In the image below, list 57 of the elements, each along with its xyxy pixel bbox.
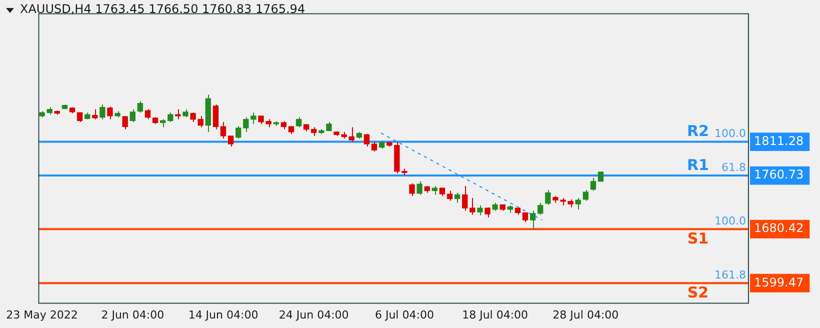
candlestick [446, 190, 453, 202]
x-tick-label: 23 May 2022 [6, 308, 78, 322]
candlestick [175, 108, 181, 120]
ref-line-label: S2 [687, 284, 709, 302]
candlestick [477, 204, 483, 216]
annotation: 100.0 [714, 214, 746, 228]
candlestick [538, 202, 544, 216]
candlestick [198, 115, 204, 128]
candlestick [168, 112, 174, 122]
candlestick [575, 198, 581, 210]
candlestick [371, 141, 378, 152]
ref-line-label: R2 [687, 122, 709, 140]
candlestick [364, 133, 370, 148]
annotation: 61.8 [722, 160, 746, 174]
candlestick [243, 116, 249, 132]
candlestick [220, 121, 226, 140]
x-tick-label: 18 Jul 04:00 [462, 308, 528, 322]
candlestick [348, 126, 354, 142]
candlestick [590, 178, 596, 192]
candlestick [107, 106, 113, 120]
candlestick [462, 186, 468, 212]
candlestick [296, 116, 302, 128]
candlestick [228, 135, 234, 148]
candlestick [190, 112, 196, 122]
candlestick [76, 112, 83, 122]
candlestick [130, 108, 136, 122]
candlestick [92, 108, 98, 120]
x-tick-label: 14 Jun 04:00 [188, 308, 258, 322]
ref-line-label: S1 [687, 230, 709, 248]
x-tick-label: 2 Jun 04:00 [101, 308, 164, 322]
candlestick [100, 104, 106, 120]
y-tick-label: 1680.42 [754, 221, 804, 236]
candlestick [250, 112, 256, 124]
x-tick-label: 6 Jul 04:00 [374, 308, 434, 322]
candlestick [454, 192, 460, 204]
y-tick-label: 1599.47 [754, 275, 804, 290]
candlestick [144, 108, 151, 120]
candlestick [236, 125, 242, 140]
ref-line-label: R1 [687, 156, 709, 174]
annotation: 161.8 [714, 268, 746, 282]
y-tick-label: 1760.73 [754, 168, 804, 182]
candlestick [137, 100, 144, 114]
y-tick-label: 1811.28 [754, 134, 804, 148]
annotation: 100.0 [714, 127, 746, 140]
candlestick [122, 115, 128, 130]
candlestick [409, 182, 415, 197]
candlestick [416, 180, 422, 196]
candlestick [212, 104, 219, 130]
candlestick [545, 190, 551, 206]
candlestick [326, 121, 332, 132]
candlestick [582, 190, 588, 202]
candlestick [530, 210, 536, 230]
x-tick-label: 24 Jun 04:00 [278, 308, 349, 322]
x-tick-label: 28 Jul 04:00 [552, 308, 619, 322]
candlestick [522, 212, 528, 223]
chart-title: XAUUSD,H4 1763.45 1766.50 1760.83 1765.94 [20, 2, 306, 16]
candlestick [470, 198, 476, 216]
